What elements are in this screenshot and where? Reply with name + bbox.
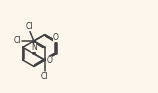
Text: Cl: Cl <box>14 36 21 45</box>
Text: Cl: Cl <box>26 22 33 31</box>
Text: Cl: Cl <box>41 72 49 81</box>
Text: N: N <box>31 43 37 52</box>
Text: O: O <box>53 33 59 42</box>
Text: O: O <box>46 56 52 65</box>
